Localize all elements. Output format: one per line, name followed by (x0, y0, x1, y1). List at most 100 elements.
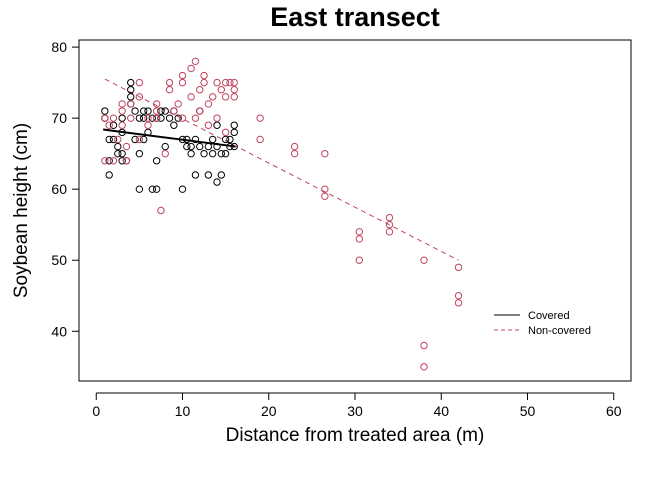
data-point-covered (196, 142, 204, 151)
data-point-covered (139, 107, 148, 115)
data-point-non-covered (196, 86, 204, 94)
data-point-covered (135, 185, 144, 193)
data-point-non-covered (118, 121, 126, 129)
data-point-non-covered (256, 135, 264, 144)
data-point-covered (109, 135, 118, 144)
x-tick-label: 50 (520, 403, 536, 419)
data-point-covered (152, 185, 161, 193)
data-point-covered (157, 107, 165, 115)
legend-label-non-covered: Non-covered (528, 325, 591, 337)
data-point-non-covered (187, 93, 195, 101)
x-tick-label: 0 (92, 403, 100, 419)
data-point-covered (208, 149, 217, 158)
data-point-covered (217, 149, 226, 158)
data-point-non-covered (170, 107, 178, 115)
data-point-covered (165, 114, 174, 122)
data-point-non-covered (213, 114, 221, 122)
data-point-non-covered (135, 135, 144, 144)
data-point-non-covered (144, 121, 152, 129)
data-point-non-covered (420, 363, 428, 371)
data-point-non-covered (221, 78, 230, 87)
data-point-non-covered (213, 78, 221, 87)
data-point-non-covered (200, 78, 208, 87)
y-tick-label: 40 (51, 323, 67, 339)
trend-lines (103, 78, 459, 261)
data-points (101, 57, 463, 371)
data-point-non-covered (204, 100, 213, 108)
data-point-non-covered (226, 78, 234, 87)
data-point-non-covered (221, 93, 230, 101)
data-point-non-covered (290, 149, 299, 158)
data-point-non-covered (420, 256, 428, 264)
data-point-covered (114, 142, 122, 151)
data-point-non-covered (109, 114, 118, 122)
data-point-non-covered (290, 142, 299, 151)
data-point-covered (191, 171, 200, 179)
data-point-non-covered (118, 100, 126, 108)
data-point-covered (105, 135, 113, 144)
data-point-covered (208, 135, 217, 144)
data-point-non-covered (178, 71, 187, 80)
y-axis: 40 50 60 70 80 (51, 39, 80, 339)
data-point-covered (200, 149, 208, 158)
data-point-non-covered (187, 64, 195, 73)
x-tick-label: 60 (606, 403, 622, 419)
data-point-covered (148, 185, 157, 193)
data-point-non-covered (454, 299, 463, 307)
data-point-non-covered (217, 86, 226, 94)
data-point-covered (114, 149, 122, 158)
data-point-covered (183, 142, 191, 151)
y-tick-label: 50 (51, 252, 67, 268)
data-point-non-covered (135, 78, 144, 87)
data-point-covered (226, 142, 234, 151)
data-point-non-covered (230, 78, 238, 87)
data-point-non-covered (256, 114, 264, 122)
data-point-non-covered (385, 228, 394, 236)
data-point-covered (148, 114, 157, 122)
data-point-non-covered (174, 100, 182, 108)
data-point-covered (131, 135, 139, 144)
data-point-covered (178, 135, 187, 144)
data-point-covered (183, 135, 191, 144)
data-point-non-covered (191, 57, 200, 66)
data-point-non-covered (157, 206, 165, 215)
data-point-covered (135, 149, 144, 158)
data-point-covered (230, 121, 238, 129)
data-point-covered (161, 142, 169, 151)
data-point-covered (127, 78, 135, 87)
data-point-non-covered (230, 93, 238, 101)
data-point-covered (105, 171, 113, 179)
data-point-non-covered (161, 149, 169, 158)
data-point-covered (161, 107, 169, 115)
data-point-non-covered (196, 107, 204, 115)
data-point-non-covered (204, 121, 213, 129)
data-point-covered (204, 142, 213, 151)
data-point-covered (170, 121, 178, 129)
data-point-non-covered (127, 100, 135, 108)
data-point-non-covered (191, 114, 200, 122)
data-point-non-covered (165, 78, 174, 87)
x-axis-label: Distance from treated area (m) (226, 425, 485, 446)
data-point-covered (187, 142, 195, 151)
legend-label-covered: Covered (528, 310, 570, 322)
data-point-non-covered (118, 107, 126, 115)
x-tick-label: 40 (433, 403, 449, 419)
trend-line-non-covered (104, 78, 459, 261)
data-point-covered (204, 171, 213, 179)
data-point-covered (144, 107, 152, 115)
data-point-non-covered (152, 100, 161, 108)
data-point-non-covered (152, 114, 161, 122)
data-point-covered (127, 93, 135, 101)
data-point-non-covered (385, 221, 394, 229)
chart-title: East transect (270, 2, 440, 32)
data-point-non-covered (355, 256, 364, 264)
data-point-covered (144, 128, 152, 137)
data-point-covered (118, 128, 126, 137)
data-point-non-covered (454, 263, 463, 272)
data-point-covered (118, 149, 126, 158)
data-point-covered (105, 157, 113, 165)
data-point-covered (230, 142, 238, 151)
data-point-non-covered (127, 114, 135, 122)
data-point-covered (213, 142, 221, 151)
y-tick-label: 70 (51, 110, 67, 126)
